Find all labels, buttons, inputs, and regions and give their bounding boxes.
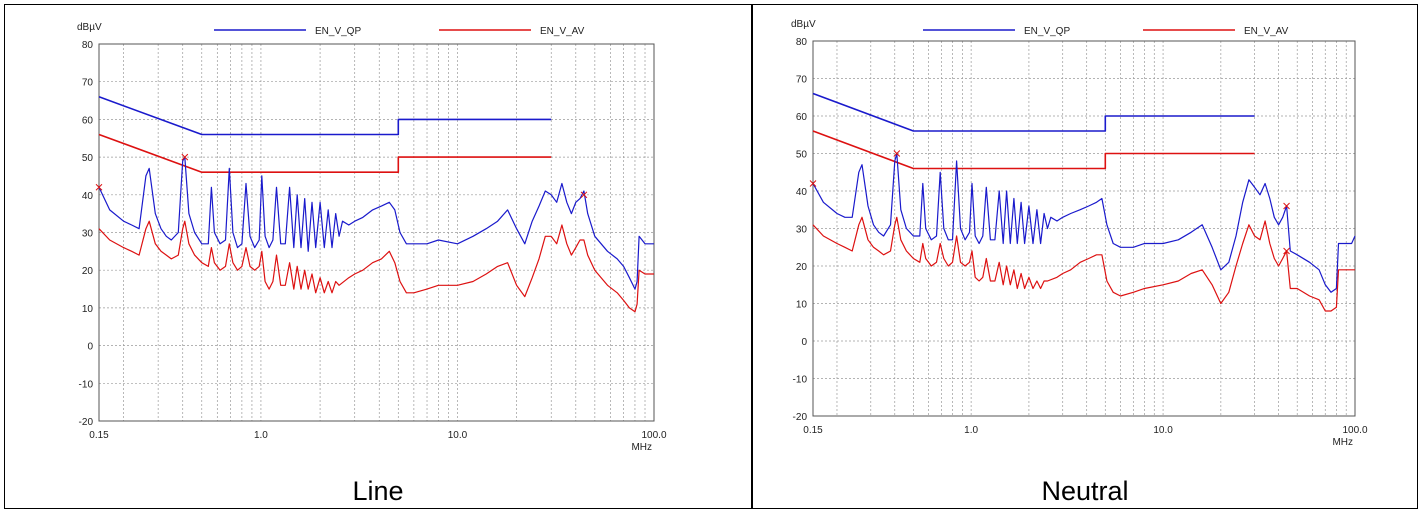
series-line-en-v-av [812,216,1355,312]
y-tick-label: 30 [796,225,808,236]
y-tick-label: 60 [82,115,94,126]
peak-marker-stroke [893,150,901,157]
legend-label: EN_V_AV [540,26,585,37]
chart-neutral-svg: 80 70 60 50 40 30 20 10 0 -10 -20 0.15 1.0 10.0 100.0 d… [791,19,1368,448]
x-axis-label: MHz [631,442,652,453]
peak-marker [893,150,901,157]
x-tick-label: 0.15 [803,425,823,436]
x-tick-label: 100.0 [1342,425,1367,436]
peak-marker-stroke [1283,247,1290,255]
x-tick-label: 10.0 [1153,425,1173,436]
y-tick-label: 70 [796,75,808,86]
peak-marker [95,183,103,191]
y-tick-label: -20 [793,412,808,423]
peak-marker [580,191,588,199]
series-line-en-v-av [812,130,1255,170]
y-tick-label: -10 [793,375,808,386]
y-tick-label: 30 [82,229,94,240]
y-tick-label: 10 [796,300,808,311]
y-axis-label: dBµV [77,22,102,33]
y-tick-label: 40 [82,191,94,202]
series-line-en-v-qp [98,96,552,136]
grid [99,44,654,421]
x-tick-label: 100.0 [641,430,666,441]
panel-divider [751,4,753,509]
peak-marker-stroke [1283,202,1290,210]
y-tick-label: -10 [79,379,94,390]
y-tick-label: 20 [82,266,94,277]
peak-marker [1283,247,1290,255]
y-tick-label: 50 [796,150,808,161]
peak-marker-stroke [580,191,588,199]
x-tick-label: 10.0 [448,430,468,441]
legend-label: EN_V_QP [315,26,361,37]
y-tick-label: 60 [796,112,808,123]
peak-marker [1283,202,1290,210]
x-tick-label: 1.0 [964,425,978,436]
chart-caption: Neutral [1041,476,1129,506]
plot-area [813,41,1355,416]
x-tick-label: 1.0 [254,430,268,441]
chart-line-svg: 80 70 60 50 40 30 20 10 0 -10 -20 0.15 1.0 10.0 100.0 d… [77,22,667,453]
plot-border [98,43,655,422]
y-tick-label: 70 [82,78,94,89]
y-tick-label: 10 [82,304,94,315]
peak-marker-stroke [181,153,189,161]
y-tick-label: 0 [801,337,807,348]
chart-panel-line: 80 70 60 50 40 30 20 10 0 -10 -20 0.15 1.0 10.0 100.0 d… [6,6,750,509]
y-tick-label: 40 [796,187,808,198]
series-line-en-v-av [98,220,654,313]
figure-frame [4,4,1418,509]
y-tick-label: 50 [82,153,94,164]
x-tick-label: 0.15 [89,430,109,441]
chart-panel-neutral: 80 70 60 50 40 30 20 10 0 -10 -20 0.15 1.0 10.0 100.0 d… [753,6,1417,509]
x-axis-label: MHz [1332,437,1353,448]
grid [813,41,1355,416]
y-tick-label: -20 [79,417,94,428]
series-line-en-v-av [98,133,552,173]
peak-marker [809,180,817,187]
chart-caption: Line [352,476,404,506]
legend-label: EN_V_QP [1024,26,1070,37]
y-tick-label: 80 [82,40,94,51]
y-axis-label: dBµV [791,19,816,30]
peak-marker-stroke [95,183,103,191]
peak-marker-stroke [809,180,817,187]
series-line-en-v-qp [812,92,1255,132]
peak-marker [181,153,189,161]
y-tick-label: 80 [796,37,808,48]
y-tick-label: 0 [87,342,93,353]
legend-label: EN_V_AV [1244,26,1289,37]
series-line-en-v-qp [812,152,1356,293]
y-tick-label: 20 [796,262,808,273]
series-line-en-v-qp [98,156,654,290]
plot-border [812,40,1356,417]
